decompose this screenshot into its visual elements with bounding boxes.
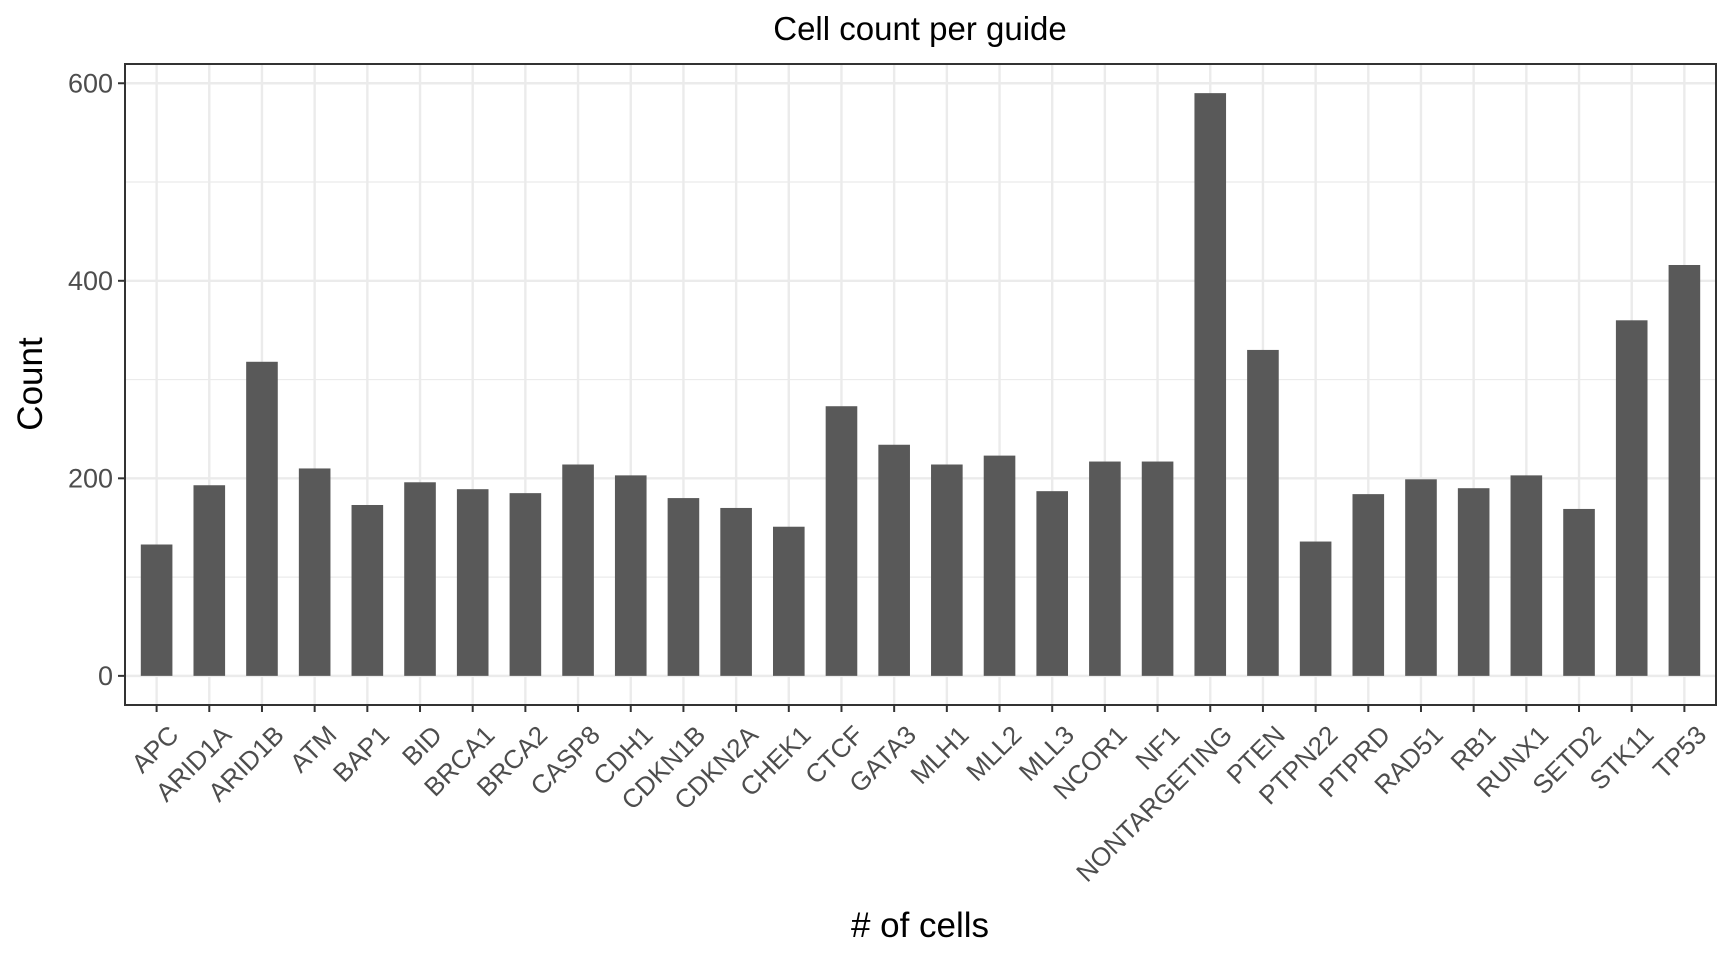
bar-mlh1	[931, 464, 963, 676]
bar-ctcf	[825, 406, 858, 676]
bar-brca1	[456, 489, 489, 676]
bar-ncor1	[1089, 461, 1121, 676]
bar-gata3	[878, 444, 910, 676]
y-axis-title: Count	[11, 337, 50, 431]
chart-title: Cell count per guide	[773, 10, 1067, 47]
bar-bap1	[351, 504, 384, 676]
bar-atm	[298, 468, 331, 676]
y-tick-label: 0	[98, 661, 113, 691]
x-axis-title: # of cells	[851, 906, 989, 945]
bar-setd2	[1563, 508, 1595, 676]
bar-ptpn22	[1299, 541, 1332, 676]
bar-mll3	[1036, 491, 1069, 676]
bar-arid1a	[193, 485, 226, 676]
bar-cdh1	[614, 475, 647, 676]
bar-ptprd	[1352, 494, 1385, 676]
bar-chek1	[772, 526, 805, 676]
bars	[140, 93, 1701, 676]
bar-rad51	[1405, 479, 1437, 676]
bar-rb1	[1457, 488, 1490, 676]
bar-nontargeting	[1194, 93, 1227, 676]
bar-nf1	[1141, 461, 1174, 676]
bar-pten	[1247, 349, 1279, 676]
y-axis: 0 200 400 600	[68, 68, 125, 691]
bar-runx1	[1510, 475, 1543, 676]
bar-apc	[140, 544, 173, 676]
bar-cdkn1b	[667, 498, 700, 676]
y-tick-label: 200	[68, 463, 113, 493]
bar-casp8	[562, 464, 594, 676]
y-tick-label: 600	[68, 68, 113, 98]
panel-border	[124, 63, 1717, 706]
bar-bid	[404, 482, 436, 676]
bar-stk11	[1615, 320, 1648, 676]
bar-brca2	[509, 493, 542, 676]
y-tick-label: 400	[68, 266, 113, 296]
bar-tp53	[1668, 264, 1701, 676]
bar-mll2	[983, 455, 1016, 676]
bar-cdkn2a	[720, 507, 752, 676]
bar-arid1b	[246, 361, 278, 676]
